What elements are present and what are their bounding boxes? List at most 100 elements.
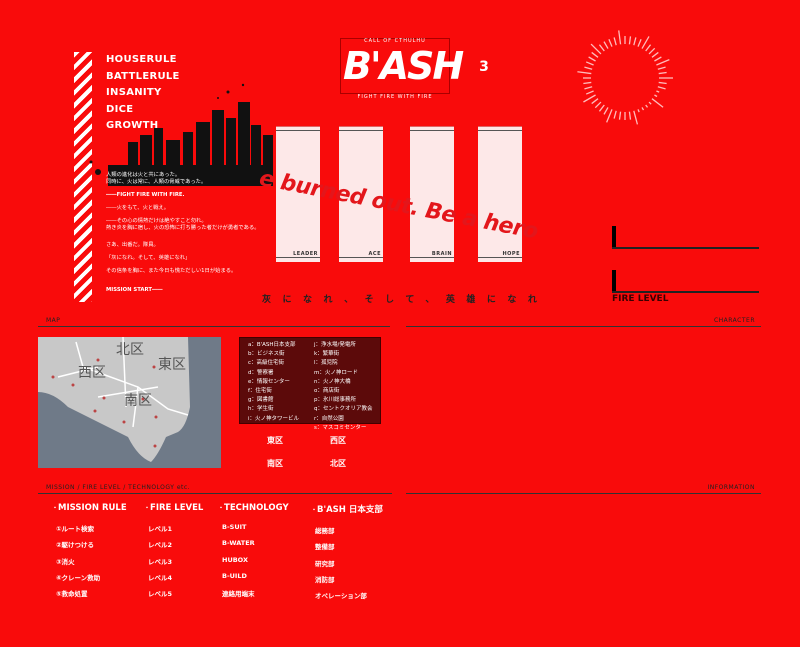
sunburst-ray [583,81,592,85]
column-link[interactable]: ③消火 [56,557,75,566]
legend-item: j：浄水場/発電所 [314,342,356,348]
legend-item: h：学生街 [248,406,274,413]
sunburst-ray [598,44,605,52]
menu-dice[interactable]: DICE [106,103,134,115]
column-link[interactable]: ②駆けつける [56,541,95,550]
legend-item: c：高級住宅街 [248,360,285,367]
column-link[interactable]: レベル5 [148,590,173,599]
sunburst-ray [583,94,596,103]
fire-level-bar [612,270,616,293]
story-line: さあ、出番だ。隊員。 [106,242,159,248]
story-line: ――その心の情熱だけは絶やすこと勿れ。 [106,218,207,224]
sunburst-ray [608,38,613,47]
column-link[interactable]: オペレーション部 [315,592,367,601]
menu-battlerule[interactable]: BATTLERULE [106,70,180,82]
sunburst-ray [651,98,664,108]
sunburst-ray [656,59,670,66]
district-button-south[interactable]: 南区 [267,459,283,468]
legend-item: e：情報センター [248,378,290,385]
mission-start-link[interactable]: MISSION START―― [106,287,163,293]
section-title: MISSION / FIRE LEVEL / TECHNOLOGY etc. [46,484,191,491]
sunburst-ray [633,110,639,125]
section-header-character: CHARACTER [406,317,761,327]
sunburst-ray [603,41,609,49]
menu-growth[interactable]: GROWTH [106,120,159,131]
column-link[interactable]: B-SUIT [222,523,247,531]
sunburst-ray [633,37,637,46]
column-link[interactable]: 研究部 [315,559,335,568]
column-heading: FIRE LEVEL [144,503,203,513]
column-link[interactable]: レベル1 [148,525,173,533]
logo-subtitle: CALL OF CTHULHU [364,38,426,44]
character-card-hope[interactable]: HOPE [478,126,522,262]
fire-level-line [612,247,759,249]
card-label: ACE [368,251,381,257]
sunburst-ray [651,51,659,58]
nav-menu: HOUSERULE BATTLERULE INSANITY DICE GROWT… [106,52,180,135]
legend-item: l：孤児院 [314,360,338,367]
column-link[interactable]: 消防部 [315,575,335,584]
legend-item: s：マスコミセンター [314,424,367,431]
sunburst-ray [594,101,602,109]
column-heading: TECHNOLOGY [218,503,289,513]
district-button-east[interactable]: 東区 [267,436,283,445]
story-line: 同時に、火は常に、人類の脅威であった。 [106,179,207,185]
legend-item: m：火ノ神ロード [314,369,358,376]
column-link[interactable]: レベル2 [148,541,173,550]
legend-item: q：セントクオリア教会 [314,406,373,413]
character-card-ace[interactable]: ACE [339,126,383,262]
column-link[interactable]: ①ルート検索 [56,525,95,533]
legend-item: f：住宅街 [248,387,272,394]
edition-badge-icon: 3 [479,59,489,75]
column-link[interactable]: ⑤救命処置 [56,590,88,599]
story-text: 人類の進化は火と共にあった。 同時に、火は常に、人類の脅威であった。 ――FIGH… [106,172,276,300]
legend-item: k：繁華街 [314,351,340,358]
column-link[interactable]: 整備部 [315,543,335,552]
sunburst-icon [577,30,673,125]
bash-logo: CALL OF CTHULHU B'ASH FIGHT FIRE WITH FI… [340,38,464,100]
character-card-brain[interactable]: BRAIN [410,126,454,262]
column-link[interactable]: B-UILD [222,571,247,580]
sunburst-ray [658,81,667,85]
sunburst-ray [628,111,632,120]
column-heading: B'ASH 日本支部 [311,503,383,515]
fire-level-line [612,291,759,293]
column-link[interactable]: レベル4 [148,573,173,582]
fire-level-bar [612,226,616,249]
column-link[interactable]: レベル3 [148,557,173,566]
city-skyline-image [89,83,273,186]
city-map[interactable]: 北区 東区 西区 南区 [38,337,221,468]
map-label-south: 南区 [124,393,152,409]
district-button-north[interactable]: 北区 [330,459,346,468]
sunburst-ray [628,36,632,45]
column-link[interactable]: 総務部 [315,527,335,535]
column-link[interactable]: ④クレーン救助 [56,573,101,582]
sunburst-ray [641,107,645,111]
sunburst-ray [657,86,666,90]
menu-insanity[interactable]: INSANITY [106,87,162,98]
card-label: HOPE [502,251,520,257]
column-link[interactable]: B-WATER [222,539,255,548]
sunburst-ray [577,71,592,75]
legend-item: d：警察署 [248,369,274,376]
card-label: LEADER [293,251,318,257]
story-line: 人類の進化は火と共にあった。 [106,172,181,178]
sunburst-ray [584,66,593,70]
section-header-mission: MISSION / FIRE LEVEL / TECHNOLOGY etc. [38,484,392,494]
map-legend: a：B'ASH日本支部 b：ビジネス街 c：高級住宅街 d：警察署 e：情報センター f：… [239,337,381,431]
sunburst-ray [585,90,594,95]
sunburst-ray [591,98,599,105]
menu-houserule[interactable]: HOUSERULE [106,54,177,65]
sunburst-ray [654,56,662,62]
info-column: MISSION RULE ①ルート検索 ②駆けつける ③消火 ④クレーン救助 ⑤救命処置 [52,503,127,604]
sunburst-ray [648,101,652,105]
sunburst-ray [637,109,640,113]
district-button-west[interactable]: 西区 [330,436,346,445]
sunburst-ray [645,104,649,108]
legend-item: i：火ノ神タワービル [248,415,300,422]
card-label: BRAIN [431,251,452,257]
character-card-leader[interactable]: LEADER [276,126,320,262]
column-link[interactable]: HUBOX [222,555,248,564]
column-link[interactable]: 連絡用端末 [222,590,255,599]
logo-title: B'ASH [343,44,464,88]
